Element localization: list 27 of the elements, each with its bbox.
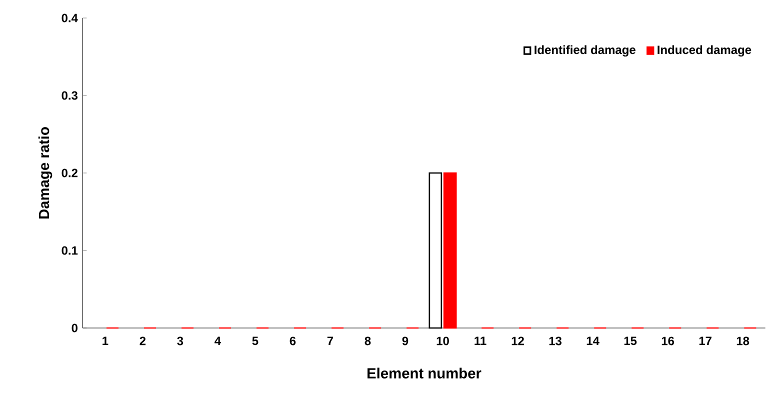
- x-tick-label: 13: [549, 336, 562, 346]
- x-tick-label: 9: [402, 336, 408, 346]
- x-tick-label: 7: [327, 336, 334, 345]
- x-tick-label: 2: [140, 336, 146, 346]
- x-tick-label: 15: [624, 336, 637, 346]
- x-tick-label: 5: [252, 336, 258, 346]
- x-tick-label: 14: [586, 336, 600, 345]
- y-tick-label: 0.3: [62, 91, 78, 100]
- legend-label: Induced damage: [658, 45, 752, 57]
- x-tick-label: 10: [436, 336, 449, 346]
- x-tick-label: 1: [102, 336, 108, 345]
- x-tick-label: 16: [662, 336, 674, 346]
- x-tick-label: 8: [364, 336, 371, 346]
- x-tick-label: 3: [177, 336, 184, 346]
- y-tick-label: 0.4: [62, 14, 78, 22]
- x-tick-label: 6: [290, 336, 296, 346]
- x-tick-label: 11: [474, 336, 486, 345]
- y-tick-label: 0.1: [62, 246, 78, 255]
- y-axis-title: Damage ratio: [38, 127, 52, 218]
- y-tick-label: 0: [72, 324, 78, 332]
- legend-label: Identified damage: [534, 45, 636, 57]
- x-axis-title: Element number: [368, 368, 482, 378]
- x-tick-label: 12: [512, 336, 524, 346]
- x-tick-label: 18: [736, 336, 750, 346]
- x-tick-label: 17: [699, 336, 712, 345]
- y-tick-label: 0.2: [62, 168, 78, 178]
- x-tick-label: 4: [214, 336, 221, 345]
